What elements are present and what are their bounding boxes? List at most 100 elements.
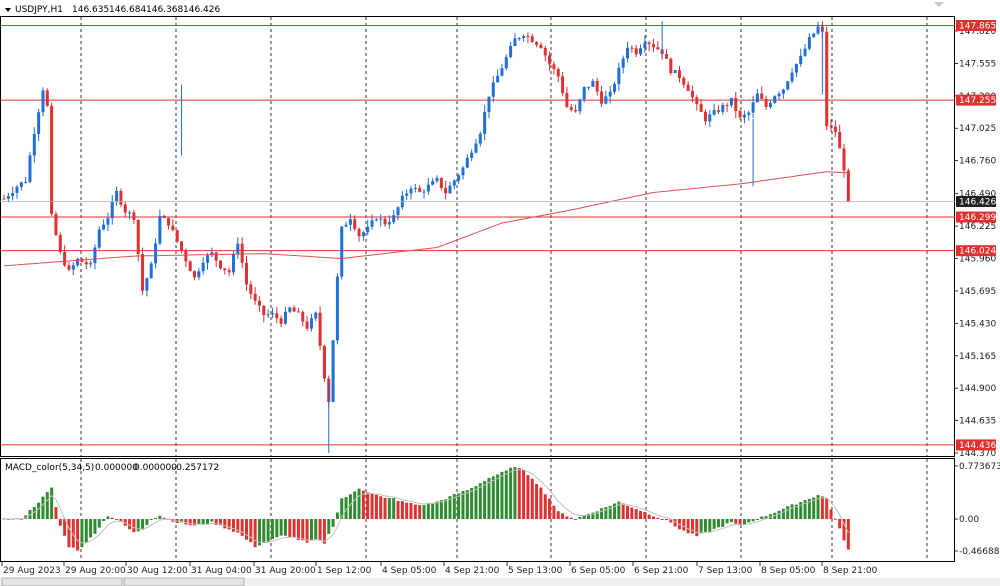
- macd-bar: [97, 519, 101, 528]
- price-panel-border: [0, 16, 955, 457]
- macd-bar: [357, 488, 361, 520]
- price-tick-label: 145.430: [959, 319, 996, 329]
- macd-tick-label: 0.00: [959, 515, 979, 525]
- time-tick-label: 8 Sep 21:00: [823, 566, 878, 576]
- candle-body: [154, 243, 158, 264]
- macd-bar: [487, 477, 491, 520]
- macd-bar: [600, 508, 604, 520]
- macd-bar: [742, 519, 746, 525]
- macd-bar: [833, 518, 837, 520]
- macd-bar: [465, 490, 469, 520]
- macd-bar: [231, 519, 235, 532]
- candle-body: [123, 204, 127, 213]
- candle-body: [539, 44, 543, 49]
- macd-bar: [188, 519, 192, 526]
- macd-bar: [318, 519, 322, 541]
- candle-body: [639, 48, 643, 55]
- level-tag-label: 147.865: [959, 21, 996, 31]
- level-tag-label: 147.255: [959, 96, 996, 106]
- macd-bar: [201, 519, 205, 525]
- candle-body: [296, 311, 300, 313]
- candle-body: [695, 97, 699, 105]
- candle-body: [279, 318, 283, 324]
- candle-body: [353, 219, 357, 229]
- macd-bar: [725, 519, 729, 524]
- candle-body: [816, 26, 820, 34]
- candle-body: [682, 77, 686, 85]
- candle-body: [652, 44, 655, 48]
- macd-bar: [630, 507, 634, 520]
- candle-body: [15, 186, 19, 193]
- tab-chart-1[interactable]: [1, 577, 123, 586]
- macd-bar: [353, 491, 357, 520]
- candle-body: [786, 81, 790, 90]
- candle-body: [630, 47, 634, 49]
- macd-bar: [608, 505, 612, 520]
- macd-bar: [63, 519, 67, 536]
- macd-bar: [496, 474, 500, 520]
- scroll-marker-icon[interactable]: [934, 2, 944, 7]
- price-tick-label: 147.555: [959, 59, 996, 69]
- candle-body: [755, 93, 759, 103]
- macd-bar: [552, 505, 556, 520]
- candle-body: [63, 251, 67, 266]
- macd-bar: [396, 500, 400, 520]
- price-tick-label: 145.960: [959, 255, 996, 265]
- candle-body: [206, 255, 210, 263]
- candle-body: [405, 193, 409, 196]
- candle-body: [76, 258, 80, 266]
- price-tick-label: 147.820: [959, 27, 996, 37]
- macd-bar: [543, 494, 547, 520]
- macd-bar: [617, 501, 621, 520]
- candle-body: [621, 58, 625, 68]
- candle-body: [686, 84, 690, 91]
- candle-body: [734, 97, 738, 112]
- macd-bar: [794, 504, 798, 520]
- time-tick-label: 7 Sep 13:00: [698, 566, 753, 576]
- macd-bar: [327, 519, 331, 534]
- level-tag-label: 146.299: [959, 213, 996, 223]
- macd-bar: [119, 519, 123, 522]
- macd-bar: [807, 498, 811, 520]
- macd-bar: [604, 507, 608, 520]
- macd-bar: [262, 519, 266, 543]
- candle-body: [833, 126, 837, 132]
- macd-bar: [755, 519, 759, 521]
- macd-indicator-name: MACD_color(5,34,5): [5, 463, 94, 473]
- candle-body: [149, 263, 153, 279]
- candle-body: [561, 76, 565, 94]
- price-tick-label: 144.370: [959, 449, 996, 459]
- macd-bar: [288, 519, 292, 537]
- ohlc-high: 146.684: [109, 5, 146, 15]
- candle-body: [634, 48, 638, 55]
- macd-bar: [526, 475, 530, 520]
- macd-bar: [786, 506, 790, 520]
- macd-bar: [478, 483, 482, 520]
- candle-body: [613, 84, 617, 92]
- macd-value-2: 0.000000: [134, 463, 177, 473]
- candle-body: [19, 182, 23, 187]
- candle-body: [725, 105, 729, 107]
- time-tick-label: 4 Sep 21:00: [445, 566, 500, 576]
- tab-chart-2[interactable]: [123, 577, 245, 586]
- macd-bar: [58, 519, 62, 526]
- candle-body: [509, 45, 513, 58]
- candle-body: [543, 48, 547, 56]
- macd-bar: [738, 519, 742, 526]
- dropdown-arrow-icon[interactable]: [5, 8, 11, 12]
- candle-body: [383, 218, 387, 225]
- macd-bar: [106, 516, 110, 520]
- macd-bar: [690, 519, 694, 534]
- macd-bar: [366, 492, 370, 520]
- macd-bar: [379, 496, 383, 520]
- macd-bar: [535, 484, 539, 520]
- candle-body: [457, 175, 461, 181]
- macd-bar: [244, 519, 248, 540]
- candle-body: [227, 270, 231, 273]
- macd-bar: [223, 519, 227, 529]
- macd-bar: [292, 519, 296, 538]
- candle-body: [58, 234, 62, 252]
- time-tick-label: 4 Sep 05:00: [382, 566, 437, 576]
- macd-bar: [422, 505, 426, 520]
